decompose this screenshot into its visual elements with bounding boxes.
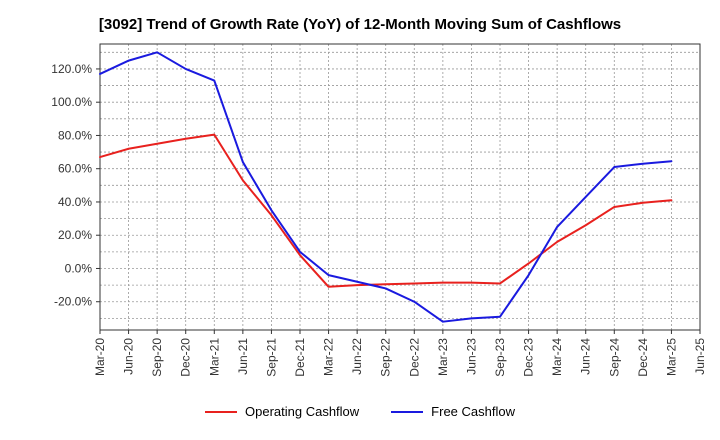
x-tick-label: Mar-21 bbox=[207, 338, 221, 376]
y-tick-label: 120.0% bbox=[51, 62, 92, 76]
axes bbox=[96, 43, 701, 334]
y-tick-label: 20.0% bbox=[58, 228, 92, 242]
x-tick-label: Dec-21 bbox=[293, 338, 307, 377]
x-tick-label: Mar-20 bbox=[93, 338, 107, 376]
x-tick-label: Sep-24 bbox=[607, 338, 621, 377]
legend: Operating Cashflow Free Cashflow bbox=[0, 404, 720, 419]
x-tick-label: Jun-24 bbox=[579, 338, 593, 375]
chart-title: [3092] Trend of Growth Rate (YoY) of 12-… bbox=[98, 16, 622, 33]
series-line-free-cashflow bbox=[99, 51, 673, 323]
x-tick-label: Mar-24 bbox=[550, 338, 564, 376]
x-tick-label: Dec-23 bbox=[522, 338, 536, 377]
legend-swatch-operating-cashflow bbox=[205, 410, 237, 413]
x-tick-label: Sep-20 bbox=[150, 338, 164, 377]
x-tick-label: Dec-24 bbox=[636, 338, 650, 377]
x-tick-label: Jun-25 bbox=[693, 338, 707, 375]
legend-item-free-cashflow: Free Cashflow bbox=[391, 404, 515, 419]
y-tick-label: 80.0% bbox=[58, 128, 92, 142]
x-tick-label: Jun-20 bbox=[122, 338, 136, 375]
x-tick-labels: Mar-20 Jun-20 Sep-20 Dec-20 Mar-21 Jun-21 Sep-… bbox=[93, 338, 707, 377]
x-tick-label: Jun-21 bbox=[236, 338, 250, 375]
plot-area bbox=[100, 44, 700, 330]
x-tick-label: Mar-23 bbox=[436, 338, 450, 376]
x-tick-label: Dec-20 bbox=[179, 338, 193, 377]
series-line-operating-cashflow bbox=[99, 133, 673, 288]
y-tick-label: 0.0% bbox=[65, 261, 93, 275]
x-tick-label: Sep-21 bbox=[264, 338, 278, 377]
x-tick-label: Mar-25 bbox=[664, 338, 678, 376]
legend-label-operating-cashflow: Operating Cashflow bbox=[245, 404, 360, 419]
legend-label-free-cashflow: Free Cashflow bbox=[431, 404, 515, 419]
x-tick-label: Sep-23 bbox=[493, 338, 507, 377]
legend-item-operating-cashflow: Operating Cashflow bbox=[205, 404, 359, 419]
y-tick-labels: -20.0% 0.0% 20.0% 40.0% 60.0% 80.0% 100.0% 120.… bbox=[51, 62, 92, 309]
x-tick-label: Mar-22 bbox=[322, 338, 336, 376]
grid bbox=[99, 44, 701, 330]
y-tick-label: -20.0% bbox=[54, 295, 92, 309]
x-tick-label: Jun-23 bbox=[464, 338, 478, 375]
x-tick-label: Dec-22 bbox=[407, 338, 421, 377]
y-tick-label: 60.0% bbox=[58, 162, 92, 176]
legend-swatch-free-cashflow bbox=[391, 410, 424, 413]
series-layer bbox=[99, 51, 673, 323]
plot-frame bbox=[99, 43, 701, 331]
x-tick-label: Jun-22 bbox=[350, 338, 364, 375]
x-tick-label: Sep-22 bbox=[379, 338, 393, 377]
y-tick-label: 40.0% bbox=[58, 195, 92, 209]
y-tick-label: 100.0% bbox=[51, 95, 92, 109]
